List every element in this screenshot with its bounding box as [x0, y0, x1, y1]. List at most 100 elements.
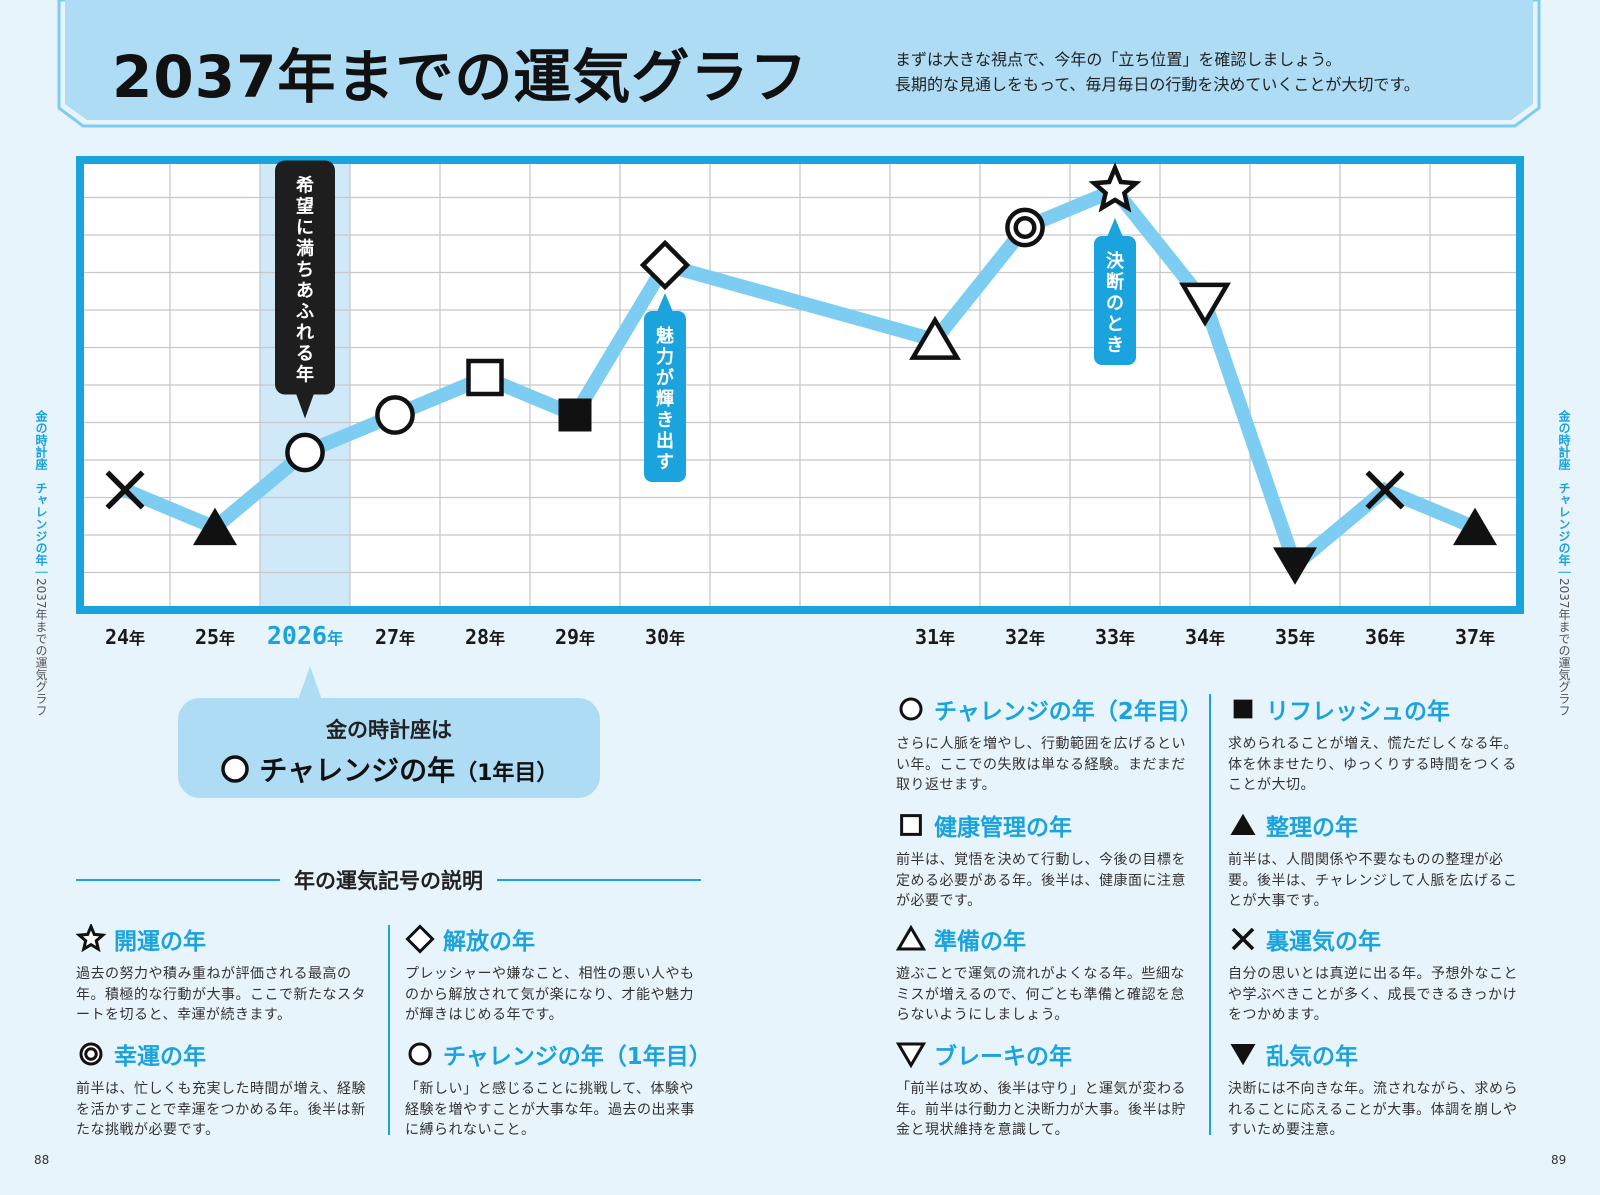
- legend-item-1: 開運の年過去の努力や積み重ねが評価される最高の年。積極的な行動が大事。ここで新た…: [76, 923, 376, 1026]
- tick-label-3: 2026年: [267, 621, 343, 650]
- diamond-icon: [405, 924, 435, 954]
- legend-item-7: 健康管理の年前半は、覚悟を決めて行動し、今後の目標を定める必要がある年。後半は、…: [896, 809, 1196, 912]
- tick-label-10: 33年: [1095, 625, 1135, 649]
- tick-label-2: 25年: [195, 625, 235, 649]
- current-year-label: チャレンジの年: [259, 754, 456, 787]
- callout-text-2: 魅力が輝き出す: [656, 325, 674, 473]
- page-title: 2037年までの運気グラフ: [112, 43, 809, 111]
- legend-divider-2: [1209, 694, 1211, 1135]
- legend-item-4: チャレンジの年 （1年目） 「新しい」と感じることに挑戦して、体験や経験を増やすこと…: [405, 1038, 712, 1141]
- page-number-left: 88: [34, 1153, 50, 1167]
- callout-1: 希望に満ちあふれる年: [275, 160, 335, 419]
- current-pointer: [298, 666, 322, 700]
- legend-item-name: 健康管理の年: [934, 815, 1072, 841]
- legend-item-description: 決断には不向きな年。流されながら、求められることに応えることが大事。体調を崩しや…: [1228, 1081, 1518, 1138]
- triangle-icon: [896, 924, 926, 951]
- legend-item-name: 乱気の年: [1266, 1044, 1358, 1070]
- legend-item-name: 整理の年: [1266, 815, 1358, 841]
- circle-icon: [408, 1042, 432, 1066]
- point-10-star-icon: [1088, 162, 1142, 213]
- point-8-triangle-icon: [909, 315, 961, 360]
- legend-item-name: ブレーキの年: [934, 1044, 1072, 1070]
- current-year-box: 金の時計座は チャレンジの年（1年目）: [178, 698, 600, 798]
- right-side-sub: 2037年までの運気グラフ: [1557, 578, 1571, 717]
- callout-2: 魅力が輝き出す: [644, 293, 686, 482]
- legend-item-6: リフレッシュの年求められることが増え、慌ただしくなる年。体を休ませたり、ゆっくり…: [1228, 693, 1528, 796]
- star-icon: [76, 924, 106, 953]
- inverted-triangle-icon: [896, 1042, 926, 1069]
- intro-line-2: 長期的な見通しをもって、毎月毎日の行動を決めていくことが大切です。: [895, 75, 1420, 94]
- square-icon: [900, 814, 922, 836]
- circle-icon: [899, 697, 923, 721]
- legend-item-2: 解放の年プレッシャーや嫌なこと、相性の悪い人やものから解放されて気が楽になり、才…: [405, 923, 705, 1026]
- tick-label-7: 30年: [645, 625, 685, 649]
- tick-label-11: 34年: [1185, 625, 1225, 649]
- filled-triangle-icon: [1230, 813, 1256, 835]
- legend-item-description: 前半は、忙しくも充実した時間が増え、経験を活かすことで幸運をつかめる年。後半は新…: [76, 1081, 366, 1138]
- legend-divider-1: [388, 925, 390, 1135]
- callout-text-1: 希望に満ちあふれる年: [296, 175, 314, 386]
- legend-item-name: 開運の年: [114, 929, 206, 955]
- legend-item-description: 前半は、覚悟を決めて行動し、今後の目標を定める必要がある年。後半は、健康面に注意…: [896, 852, 1186, 909]
- legend-item-sub: （2年目）: [1094, 699, 1203, 725]
- intro-line-1: まずは大きな視点で、今年の「立ち位置」を確認しましょう。: [895, 50, 1342, 69]
- legend-item-name: リフレッシュの年: [1266, 699, 1450, 725]
- callout-3: 決断のとき: [1094, 218, 1136, 365]
- left-side-sub: 2037年までの運気グラフ: [34, 578, 48, 717]
- point-9-double-circle-icon: [1005, 207, 1045, 248]
- point-5-square-icon: [466, 358, 504, 397]
- tick-label-5: 28年: [465, 625, 505, 649]
- legend-item-12: 乱気の年決断には不向きな年。流されながら、求められることに応えることが大事。体調…: [1228, 1038, 1528, 1141]
- legend-item-name: チャレンジの年: [934, 699, 1095, 725]
- tick-label-1: 24年: [105, 625, 145, 649]
- legend-item-name: 幸運の年: [114, 1044, 206, 1070]
- point-1-cross-icon: [105, 470, 145, 510]
- current-year-sub: （1年目）: [455, 761, 559, 786]
- filled-inverted-triangle-icon: [1230, 1044, 1256, 1066]
- cross-icon: [1231, 927, 1255, 951]
- legend-item-description: 過去の努力や積み重ねが評価される最高の年。積極的な行動が大事。ここで新たなスター…: [76, 966, 366, 1023]
- current-year-name: チャレンジの年（1年目）: [178, 749, 600, 789]
- legend-item-description: 「新しい」と感じることに挑戦して、体験や経験を増やすことが大事な年。過去の出来事…: [405, 1081, 695, 1138]
- point-6-filled-square-icon: [558, 398, 592, 432]
- legend-item-name: チャレンジの年: [443, 1044, 604, 1070]
- point-4-circle-icon: [375, 395, 415, 435]
- point-2-filled-triangle-icon: [193, 507, 237, 546]
- right-side-label: 金の時計座 チャレンジの年｜2037年までの運気グラフ: [1557, 410, 1571, 717]
- legend-item-description: 遊ぶことで運気の流れがよくなる年。些細なミスが増えるので、何ごとも準備と確認を怠…: [896, 966, 1186, 1023]
- legend-heading: 年の運気記号の説明: [76, 865, 701, 895]
- filled-square-icon: [1233, 699, 1253, 719]
- legend-item-name: 裏運気の年: [1266, 929, 1381, 955]
- legend-heading-text: 年の運気記号の説明: [280, 869, 497, 893]
- legend-item-description: 自分の思いとは真逆に出る年。予想外なことや学ぶべきことが多く、成長できるきっかけ…: [1228, 966, 1518, 1023]
- tick-label-9: 32年: [1005, 625, 1045, 649]
- callout-text-3: 決断のとき: [1106, 250, 1125, 356]
- current-sign: 金の時計座は: [326, 718, 452, 742]
- legend-item-description: プレッシャーや嫌なこと、相性の悪い人やものから解放されて気が楽になり、才能や魅力…: [405, 966, 695, 1023]
- legend-item-9: 準備の年遊ぶことで運気の流れがよくなる年。些細なミスが増えるので、何ごとも準備と…: [896, 923, 1196, 1026]
- left-side-title: 金の時計座 チャレンジの年: [34, 410, 48, 566]
- legend-item-11: ブレーキの年 「前半は攻め、後半は守り」と運気が変わる年。前半は行動力と決断力が大…: [896, 1038, 1196, 1141]
- legend-item-description: 前半は、人間関係や不要なものの整理が必要。後半は、チャレンジして人脈を広げること…: [1228, 852, 1518, 909]
- legend-item-description: さらに人脈を増やし、行動範囲を広げるといい年。ここでの失敗は単なる経験。まだまだ…: [896, 736, 1186, 793]
- tick-label-12: 35年: [1275, 625, 1315, 649]
- legend-item-8: 整理の年前半は、人間関係や不要なものの整理が必要。後半は、チャレンジして人脈を広…: [1228, 809, 1528, 912]
- point-14-filled-triangle-icon: [1453, 507, 1497, 546]
- tick-label-8: 31年: [915, 625, 955, 649]
- intro-text: まずは大きな視点で、今年の「立ち位置」を確認しましょう。 長期的な見通しをもって…: [895, 47, 1420, 97]
- legend-item-description: 求められることが増え、慌ただしくなる年。体を休ませたり、ゆっくりする時間をつくる…: [1228, 736, 1518, 793]
- page-number-right: 89: [1551, 1153, 1567, 1167]
- chart-frame: [76, 156, 1524, 614]
- point-7-diamond-icon: [639, 239, 691, 291]
- left-side-label: 金の時計座 チャレンジの年｜2037年までの運気グラフ: [34, 410, 48, 717]
- legend-item-sub: （1年目）: [603, 1044, 712, 1070]
- legend-item-name: 準備の年: [934, 929, 1026, 955]
- tick-label-13: 36年: [1365, 625, 1405, 649]
- legend-item-name: 解放の年: [443, 929, 535, 955]
- circle-icon: [220, 755, 249, 783]
- point-3-circle-icon: [285, 432, 325, 473]
- legend-item-5: チャレンジの年 （2年目） さらに人脈を増やし、行動範囲を広げるといい年。ここでの失…: [896, 693, 1203, 796]
- legend-item-3: 幸運の年前半は、忙しくも充実した時間が増え、経験を活かすことで幸運をつかめる年。…: [76, 1038, 376, 1141]
- point-12-filled-inverted-triangle-icon: [1273, 547, 1317, 585]
